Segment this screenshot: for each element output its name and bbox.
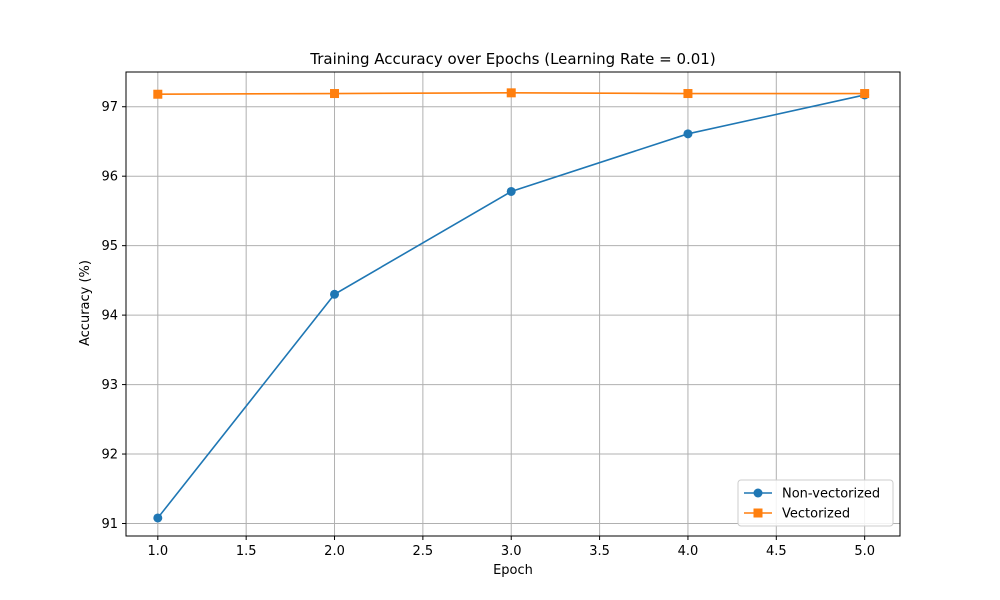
plot-frame xyxy=(125,71,901,537)
legend-item: Vectorized xyxy=(744,507,850,522)
data-point xyxy=(153,89,163,99)
y-tick-label: 94 xyxy=(101,309,118,324)
x-tick-label: 5.0 xyxy=(854,544,875,559)
x-tick-label: 1.5 xyxy=(236,544,257,559)
data-point xyxy=(153,513,163,523)
x-tick-label: 1.0 xyxy=(147,544,168,559)
x-tick-label: 4.5 xyxy=(766,544,787,559)
data-point xyxy=(506,88,516,98)
legend-label: Vectorized xyxy=(782,507,850,522)
y-tick-label: 97 xyxy=(101,100,118,115)
data-point xyxy=(683,129,693,139)
data-point xyxy=(330,289,340,299)
chart-title: Training Accuracy over Epochs (Learning … xyxy=(309,50,715,68)
legend-marker xyxy=(753,488,763,498)
tick-layer: 1.0 1.5 2.0 2.5 3.0 3.5 4.0 4.5 5.0 91 92 93 94 95 96 9… xyxy=(101,100,875,559)
data-point xyxy=(506,186,516,196)
y-axis-label: Accuracy (%) xyxy=(78,260,93,346)
data-point xyxy=(683,89,693,99)
data-point xyxy=(330,89,340,99)
y-tick-label: 96 xyxy=(101,170,118,185)
series-vectorized xyxy=(153,88,870,99)
x-tick-label: 4.0 xyxy=(678,544,699,559)
x-tick-label: 2.5 xyxy=(413,544,434,559)
x-axis-label: Epoch xyxy=(493,563,533,578)
legend-box xyxy=(737,479,894,527)
y-tick-label: 93 xyxy=(101,378,118,393)
data-point xyxy=(860,89,870,99)
series-layer xyxy=(153,88,870,523)
x-tick-label: 3.5 xyxy=(589,544,610,559)
y-tick-label: 95 xyxy=(101,239,118,254)
x-tick-label: 2.0 xyxy=(324,544,345,559)
legend-label: Non-vectorized xyxy=(782,487,880,502)
y-tick-label: 92 xyxy=(101,448,118,463)
legend-marker xyxy=(753,508,763,518)
grid-layer xyxy=(126,72,900,536)
legend: Non-vectorized Vectorized xyxy=(737,479,894,527)
x-tick-label: 3.0 xyxy=(501,544,522,559)
y-tick-label: 91 xyxy=(101,517,118,532)
legend-item: Non-vectorized xyxy=(744,487,880,502)
